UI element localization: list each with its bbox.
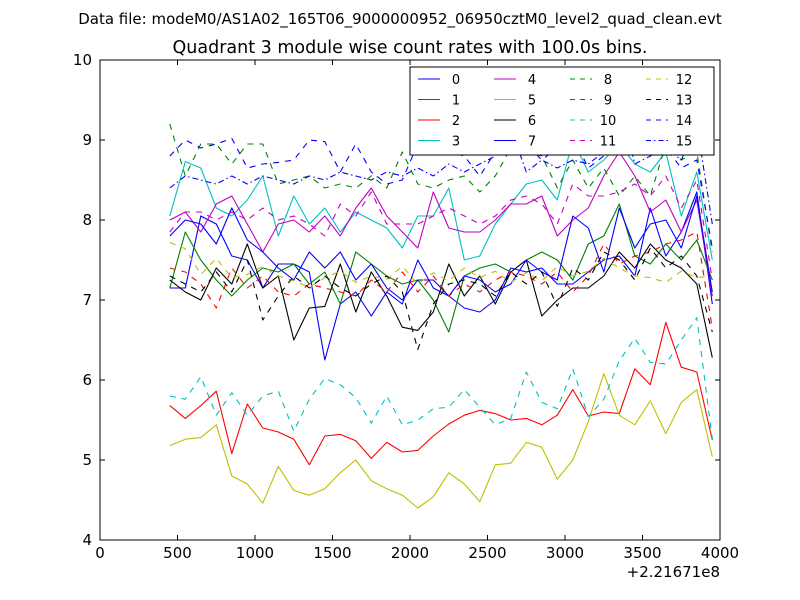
y-tick-label: 4 [82, 531, 92, 549]
x-tick-label: 1000 [236, 544, 274, 562]
legend-label-4: 4 [528, 73, 536, 88]
y-tick-label: 7 [82, 291, 92, 309]
legend-label-7: 7 [528, 135, 536, 150]
legend-label-10: 10 [600, 114, 617, 129]
x-tick-label: 3500 [623, 544, 661, 562]
legend-label-15: 15 [676, 135, 693, 150]
series-line-10 [169, 317, 713, 440]
y-tick-label: 10 [73, 51, 92, 69]
legend-label-12: 12 [676, 73, 693, 88]
series-line-15 [169, 99, 713, 225]
series-line-9 [169, 231, 713, 329]
legend-label-14: 14 [676, 114, 693, 129]
series-line-13 [169, 247, 713, 351]
legend-label-13: 13 [676, 94, 693, 109]
x-axis-ticks: 0 500 1000 1500 2000 2500 3000 3500 4000 [95, 60, 739, 562]
legend-label-5: 5 [528, 94, 536, 109]
x-tick-label: 2000 [391, 544, 429, 562]
plot-area: 0 500 1000 1500 2000 2500 3000 3500 4000+2.21671… [73, 51, 739, 581]
x-tick-label: 3000 [546, 544, 584, 562]
legend-label-0: 0 [452, 73, 460, 88]
x-tick-label: 0 [95, 544, 105, 562]
chart-title: Quadrant 3 module wise count rates with … [173, 38, 648, 58]
x-tick-label: 4000 [701, 544, 739, 562]
x-tick-label: 2500 [468, 544, 506, 562]
y-tick-label: 8 [82, 211, 92, 229]
y-tick-label: 9 [82, 131, 92, 149]
series-line-4 [169, 151, 713, 297]
legend-label-9: 9 [604, 94, 612, 109]
legend-label-6: 6 [528, 114, 536, 129]
series-line-12 [169, 241, 713, 288]
series-line-8 [169, 123, 713, 253]
legend-label-3: 3 [452, 135, 460, 150]
series-line-5 [169, 373, 713, 509]
series-line-1 [169, 203, 713, 333]
series-line-2 [169, 321, 713, 466]
legend-label-8: 8 [604, 73, 612, 88]
legend-label-2: 2 [452, 114, 460, 129]
series-line-7 [169, 195, 713, 301]
suptitle: Data file: modeM0/AS1A02_165T06_90000009… [78, 10, 722, 29]
series-line-0 [169, 191, 713, 361]
y-tick-label: 5 [82, 451, 92, 469]
legend-label-1: 1 [452, 94, 460, 109]
series-lines [169, 99, 713, 509]
y-tick-label: 6 [82, 371, 92, 389]
x-tick-label: 500 [163, 544, 192, 562]
legend-label-11: 11 [600, 135, 617, 150]
x-tick-label: 1500 [313, 544, 351, 562]
series-line-11 [169, 175, 713, 281]
x-offset-label: +2.21671e8 [627, 563, 720, 581]
